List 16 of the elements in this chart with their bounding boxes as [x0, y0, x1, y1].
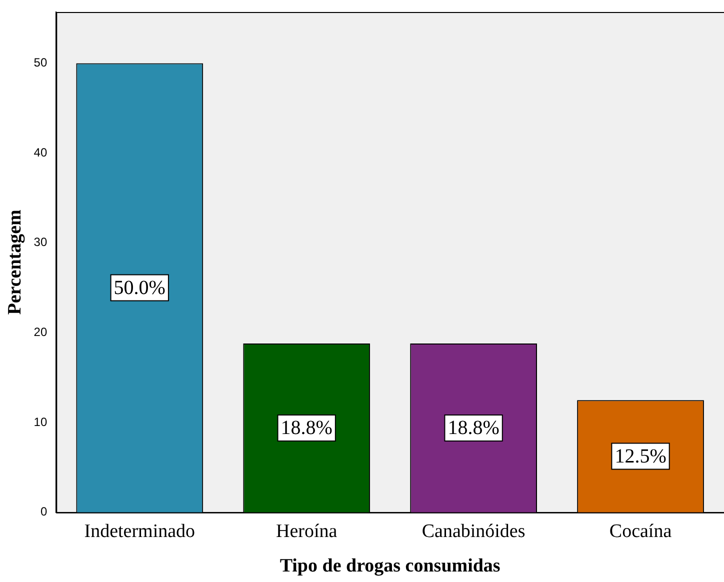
data-label: 50.0% [114, 277, 166, 300]
y-tick-label: 10 [34, 414, 48, 429]
data-label: 12.5% [614, 446, 666, 468]
y-tick-label: 40 [34, 145, 48, 160]
y-tick-label: 20 [34, 325, 48, 340]
x-tick-label: Canabinóides [422, 520, 526, 542]
x-tick-label: Heroína [276, 520, 338, 542]
x-axis-title: Tipo de drogas consumidas [280, 556, 500, 577]
y-tick-label: 0 [40, 504, 48, 519]
y-tick-label: 50 [34, 56, 48, 70]
data-label: 18.8% [280, 417, 332, 440]
y-tick-label: 30 [34, 235, 48, 250]
x-tick-label: Cocaína [609, 520, 672, 542]
y-axis-title: Percentagem [4, 209, 26, 315]
data-label: 18.8% [448, 417, 500, 440]
x-tick-label: Indeterminado [84, 520, 196, 542]
